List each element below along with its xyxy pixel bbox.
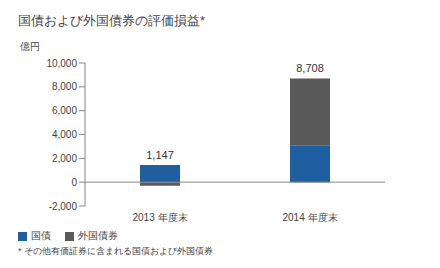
html-text:国債: 国債 [31, 230, 51, 241]
svg-text:8,708: 8,708 [296, 62, 324, 74]
svg-text:8,000: 8,000 [52, 81, 77, 92]
svg-text:1,147: 1,147 [146, 149, 174, 161]
html-text:* その他有価証券に含まれる国債および外国債券: * その他有価証券に含まれる国債および外国債券 [18, 246, 213, 256]
html-text:国債および外国債券の評価損益*: 国債および外国債券の評価損益* [18, 13, 206, 28]
svg-text:0: 0 [71, 177, 77, 188]
svg-text:2014 年度末: 2014 年度末 [282, 212, 337, 223]
svg-text:4,000: 4,000 [52, 129, 77, 140]
html-text:億円: 億円 [20, 41, 40, 52]
svg-text:-2,000: -2,000 [49, 201, 78, 212]
svg-text:2,000: 2,000 [52, 153, 77, 164]
html-text:外国債券: 外国債券 [78, 230, 118, 241]
svg-text:2013 年度末: 2013 年度末 [132, 212, 187, 223]
svg-text:10,000: 10,000 [46, 58, 77, 69]
svg-text:6,000: 6,000 [52, 105, 77, 116]
